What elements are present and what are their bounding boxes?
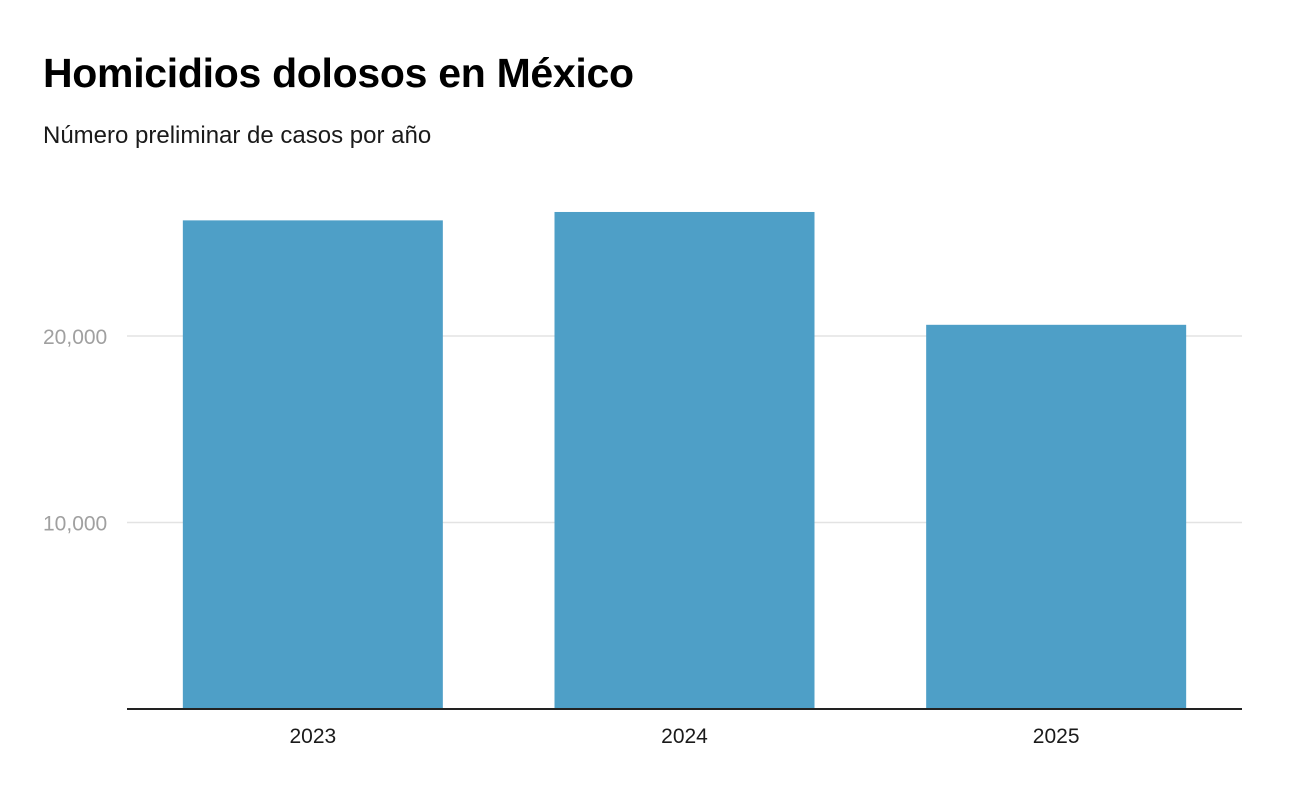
bars: [182, 211, 1187, 710]
chart-subtitle: Número preliminar de casos por año: [43, 122, 432, 149]
chart-title: Homicidios dolosos en México: [43, 50, 634, 96]
y-axis-ticks: 10,000 20,000: [43, 326, 107, 536]
x-tick-label: 2023: [289, 725, 336, 748]
x-axis-labels: 2023 2024 2025: [289, 725, 1079, 748]
x-tick-label: 2025: [1033, 725, 1080, 748]
y-tick-label: 20,000: [43, 326, 107, 349]
bar-2023[interactable]: [182, 220, 443, 709]
x-tick-label: 2024: [661, 725, 708, 748]
bar-2025[interactable]: [926, 324, 1187, 709]
y-tick-label: 10,000: [43, 513, 107, 536]
bar-2024[interactable]: [554, 211, 815, 710]
